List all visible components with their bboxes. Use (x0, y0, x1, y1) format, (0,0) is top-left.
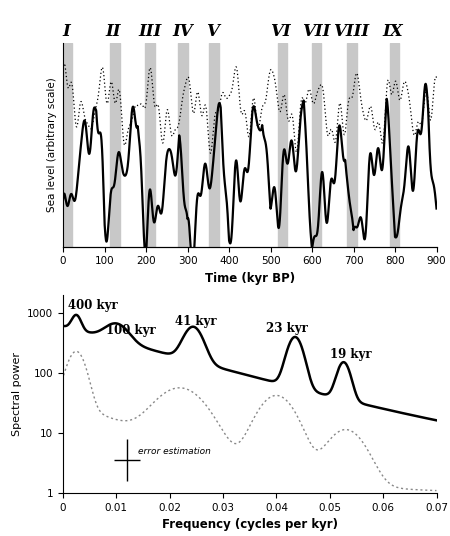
Text: 400 kyr: 400 kyr (68, 299, 118, 311)
Bar (178, 43, 189, 247)
Bar (347, 43, 357, 247)
Bar (110, 43, 120, 247)
Text: 19 kyr: 19 kyr (330, 348, 371, 361)
Y-axis label: Spectral power: Spectral power (12, 352, 22, 436)
Text: 100 kyr: 100 kyr (106, 324, 155, 337)
Y-axis label: Sea level (arbitrary scale): Sea level (arbitrary scale) (47, 77, 58, 212)
Text: error estimation: error estimation (138, 446, 211, 456)
X-axis label: Frequency (cycles per kyr): Frequency (cycles per kyr) (162, 518, 338, 531)
Bar (312, 43, 321, 247)
X-axis label: Time (kyr BP): Time (kyr BP) (205, 272, 295, 285)
Text: 23 kyr: 23 kyr (266, 322, 308, 335)
Bar (278, 43, 287, 247)
Bar (209, 43, 219, 247)
Bar (390, 43, 399, 247)
Bar (145, 43, 155, 247)
Bar (63, 43, 72, 247)
Text: 41 kyr: 41 kyr (175, 316, 217, 329)
